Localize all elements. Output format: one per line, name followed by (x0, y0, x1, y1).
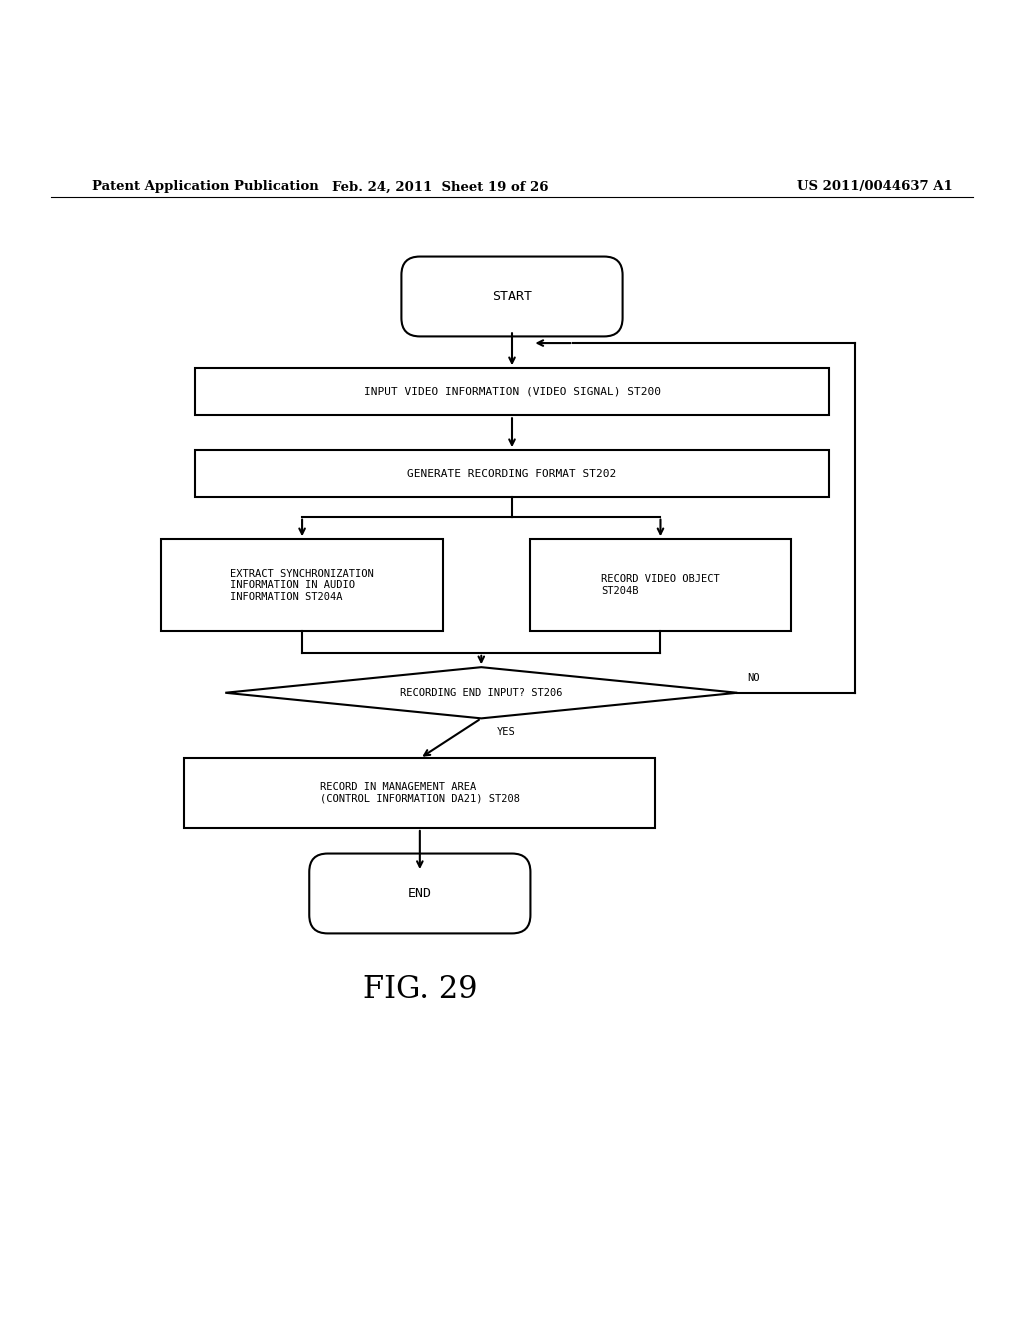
Bar (195, 368, 829, 416)
Text: END: END (408, 887, 432, 900)
Text: RECORDING END INPUT? ST206: RECORDING END INPUT? ST206 (400, 688, 562, 698)
Bar (530, 539, 792, 631)
Text: EXTRACT SYNCHRONIZATION
INFORMATION IN AUDIO
INFORMATION ST204A: EXTRACT SYNCHRONIZATION INFORMATION IN A… (230, 569, 374, 602)
Polygon shape (225, 667, 737, 718)
Text: RECORD VIDEO OBJECT
ST204B: RECORD VIDEO OBJECT ST204B (601, 574, 720, 597)
Bar (184, 758, 655, 828)
Text: RECORD IN MANAGEMENT AREA
(CONTROL INFORMATION DA21) ST208: RECORD IN MANAGEMENT AREA (CONTROL INFOR… (319, 783, 520, 804)
Bar (161, 539, 442, 631)
Text: NO: NO (748, 672, 760, 682)
Text: US 2011/0044637 A1: US 2011/0044637 A1 (797, 181, 952, 194)
Text: Patent Application Publication: Patent Application Publication (92, 181, 318, 194)
FancyBboxPatch shape (309, 854, 530, 933)
Text: YES: YES (497, 726, 515, 737)
Bar (195, 450, 829, 498)
Text: FIG. 29: FIG. 29 (362, 974, 477, 1006)
Text: START: START (492, 290, 532, 304)
Text: GENERATE RECORDING FORMAT ST202: GENERATE RECORDING FORMAT ST202 (408, 469, 616, 479)
Text: Feb. 24, 2011  Sheet 19 of 26: Feb. 24, 2011 Sheet 19 of 26 (332, 181, 549, 194)
Text: INPUT VIDEO INFORMATION (VIDEO SIGNAL) ST200: INPUT VIDEO INFORMATION (VIDEO SIGNAL) S… (364, 387, 660, 397)
FancyBboxPatch shape (401, 256, 623, 337)
